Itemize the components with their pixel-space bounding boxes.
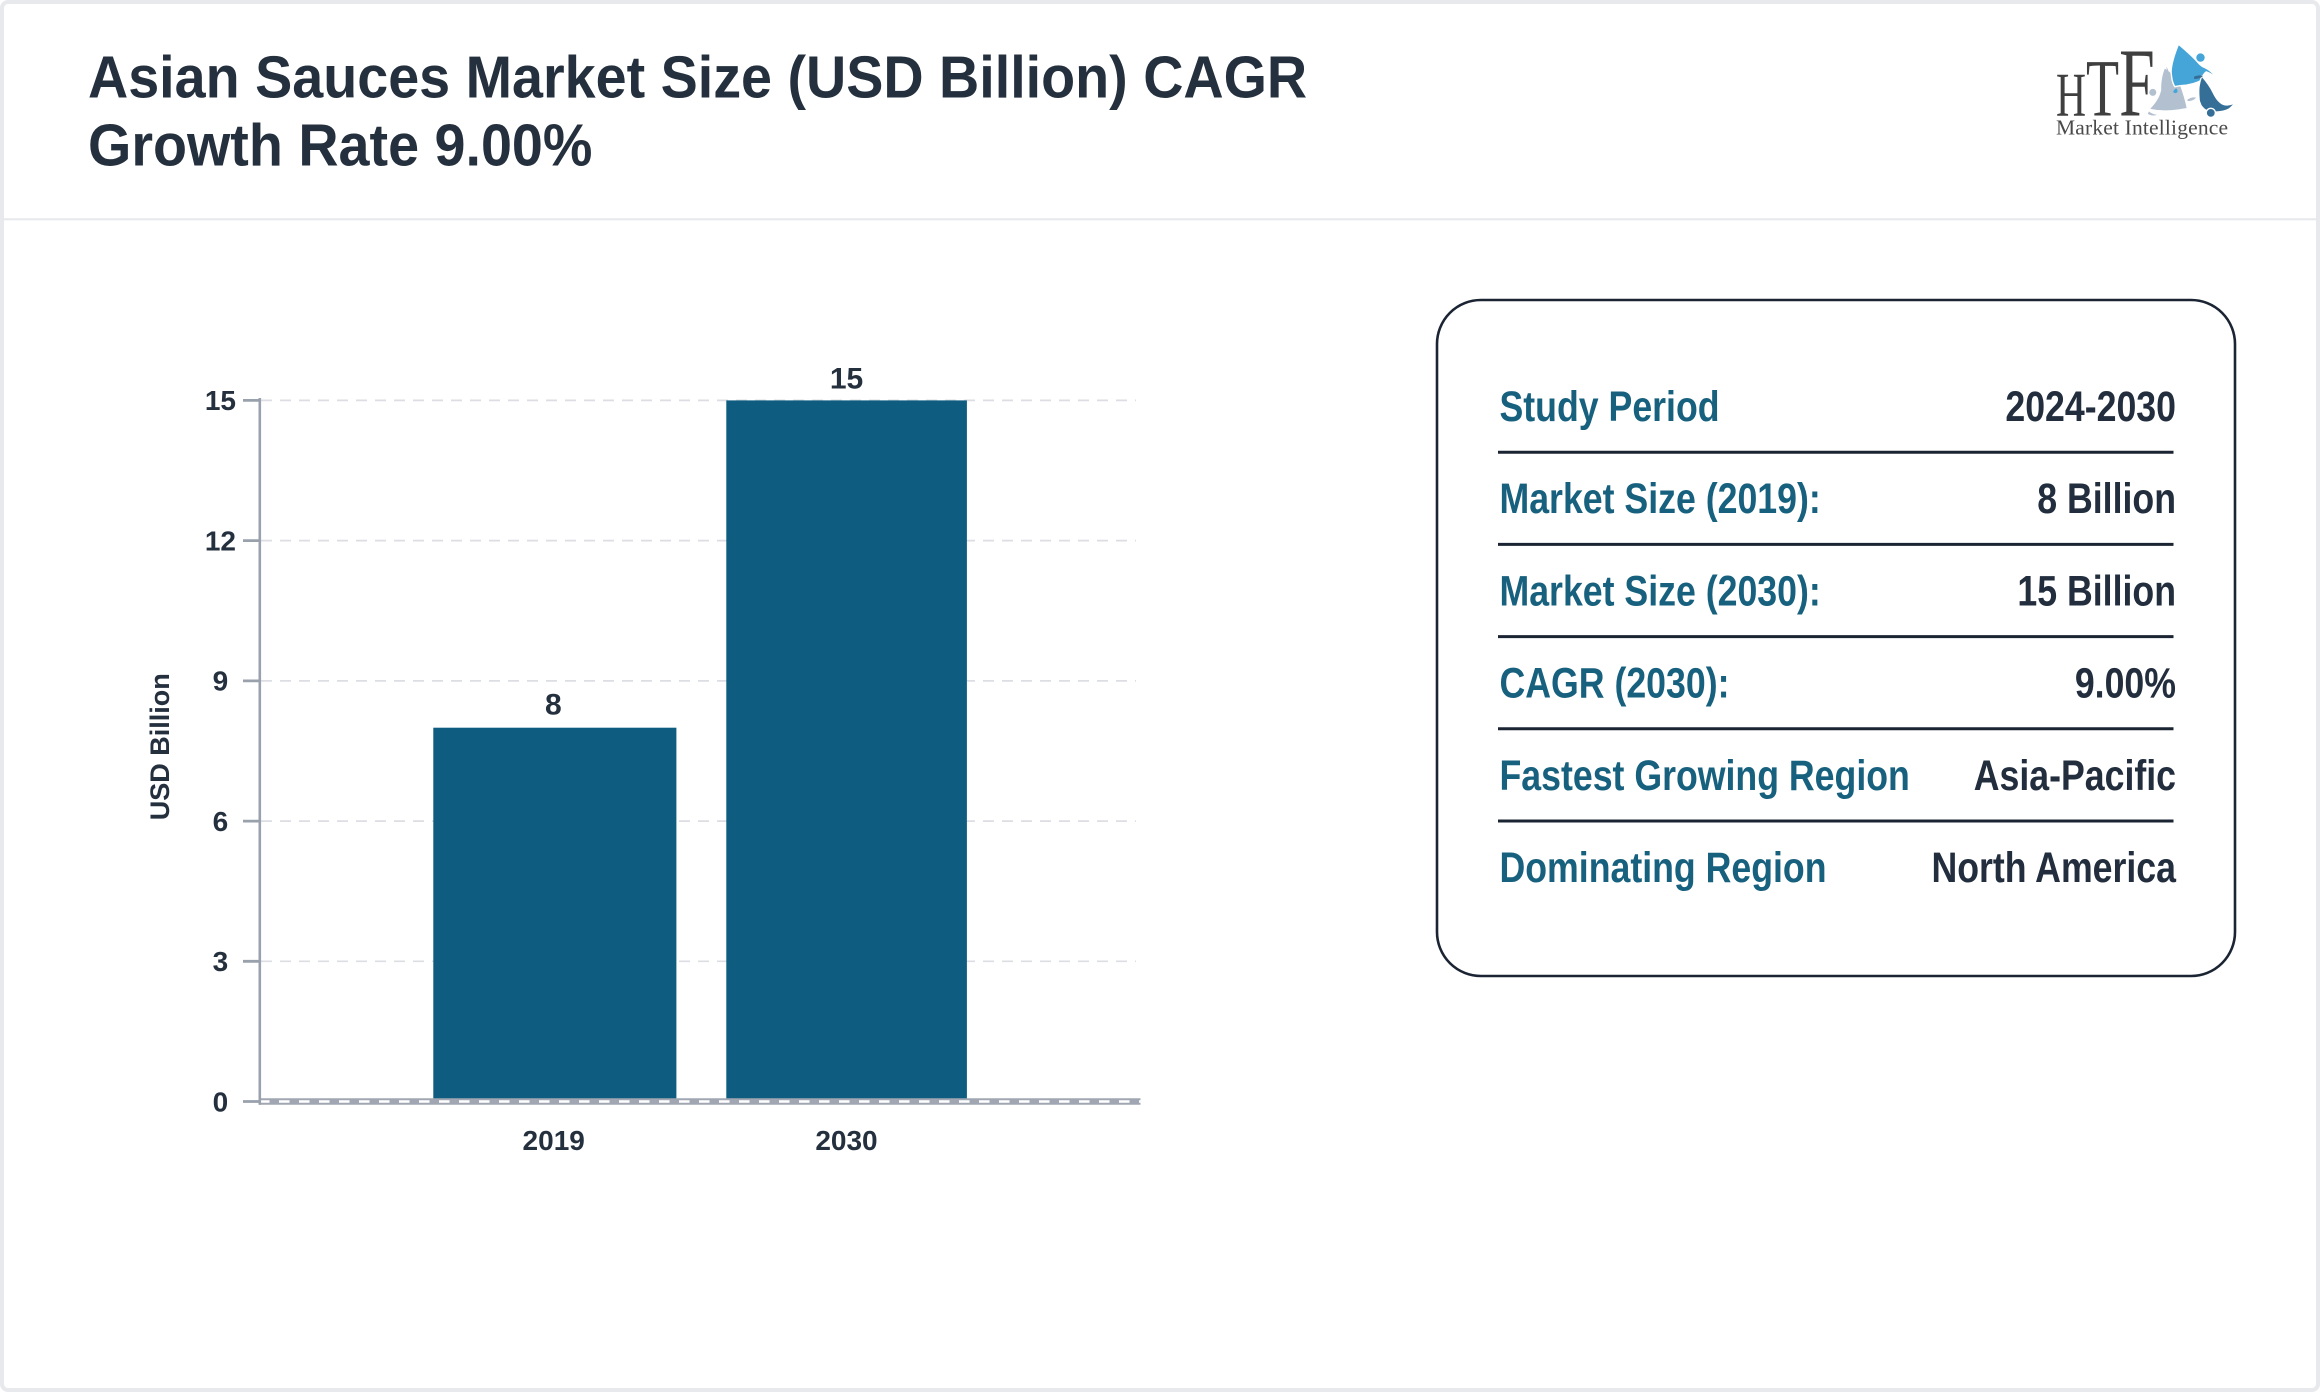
svg-text:6: 6: [213, 806, 229, 837]
svg-text:Market Size (2030):: Market Size (2030):: [1500, 567, 1821, 615]
svg-text:USD Billion: USD Billion: [145, 673, 175, 820]
svg-text:Asian Sauces Market Size (USD: Asian Sauces Market Size (USD Billion) C…: [88, 45, 1307, 111]
svg-text:8 Billion: 8 Billion: [2037, 475, 2176, 523]
svg-text:9.00%: 9.00%: [2075, 660, 2176, 708]
svg-text:Asia-Pacific: Asia-Pacific: [1974, 752, 2176, 800]
svg-text:2024-2030: 2024-2030: [2005, 383, 2176, 431]
svg-text:15: 15: [830, 362, 863, 395]
svg-text:Study Period: Study Period: [1500, 383, 1720, 431]
svg-text:HTF: HTF: [2056, 29, 2155, 136]
svg-text:2030: 2030: [815, 1125, 877, 1156]
svg-text:15 Billion: 15 Billion: [2017, 567, 2176, 615]
svg-text:Fastest Growing Region: Fastest Growing Region: [1500, 752, 1910, 800]
svg-text:15: 15: [205, 385, 236, 416]
svg-text:Growth Rate 9.00%: Growth Rate 9.00%: [88, 113, 592, 179]
svg-text:3: 3: [213, 946, 229, 977]
svg-text:Dominating Region: Dominating Region: [1500, 844, 1827, 892]
svg-text:0: 0: [213, 1086, 229, 1117]
svg-text:8: 8: [545, 689, 562, 722]
svg-text:2019: 2019: [523, 1125, 585, 1156]
svg-text:Market Size (2019):: Market Size (2019):: [1500, 475, 1821, 523]
svg-text:12: 12: [205, 525, 236, 556]
svg-text:9: 9: [213, 666, 229, 697]
svg-text:Market Intelligence: Market Intelligence: [2056, 116, 2228, 140]
svg-text:CAGR (2030):: CAGR (2030):: [1500, 660, 1730, 708]
svg-text:North America: North America: [1931, 844, 2176, 892]
